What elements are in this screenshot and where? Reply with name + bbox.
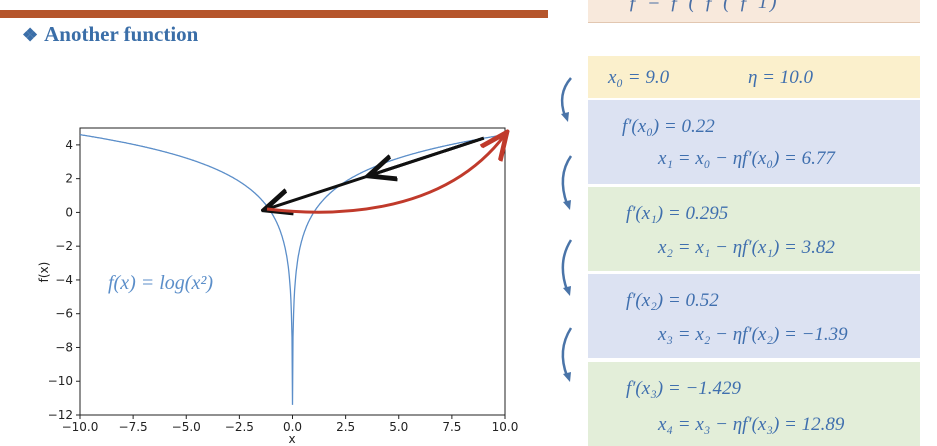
x-axis-label: x bbox=[288, 432, 295, 446]
slide-heading: ❖ Another function bbox=[22, 22, 198, 47]
x-tick-label: 0.0 bbox=[283, 420, 302, 434]
y-tick-label: −2 bbox=[55, 239, 73, 253]
y-tick-label: −12 bbox=[48, 408, 73, 422]
step-arrow-4-icon bbox=[561, 327, 573, 377]
x-tick-label: −2.5 bbox=[225, 420, 254, 434]
y-tick-label: −4 bbox=[55, 273, 73, 287]
step-1-gradient: f′(x₀) = 0.22 bbox=[622, 116, 715, 137]
descent-arrow-black-tail bbox=[444, 136, 485, 153]
step-4-gradient: f′(x₃) = −1.429 bbox=[626, 378, 742, 399]
step-4-update: x₄ = x₃ − ηf′(x₃) = 12.89 bbox=[658, 414, 845, 435]
init-eta: η = 10.0 bbox=[748, 67, 813, 88]
x-tick-label: 2.5 bbox=[336, 420, 355, 434]
step-1-update: x₁ = x₀ − ηf′(x₀) = 6.77 bbox=[658, 148, 835, 169]
step-box-4: f′(x₃) = −1.429 x₄ = x₃ − ηf′(x₃) = 12.8… bbox=[588, 362, 920, 446]
x-tick-label: 5.0 bbox=[389, 420, 408, 434]
x-tick-label: 7.5 bbox=[442, 420, 461, 434]
y-tick-label: −10 bbox=[48, 374, 73, 388]
x-tick-label: −7.5 bbox=[119, 420, 148, 434]
step-arrows bbox=[560, 77, 573, 382]
step-3-gradient: f′(x₂) = 0.52 bbox=[626, 290, 719, 311]
init-box: x₀ = 9.0 η = 10.0 bbox=[588, 56, 920, 98]
x-tick-label: −10.0 bbox=[62, 420, 99, 434]
slide-heading-text: Another function bbox=[44, 22, 199, 46]
step-box-1: f′(x₀) = 0.22 x₁ = x₀ − ηf′(x₀) = 6.77 bbox=[588, 100, 920, 184]
y-axis-label: f(x) bbox=[37, 262, 51, 283]
init-x0: x₀ = 9.0 bbox=[608, 67, 670, 88]
x-tick-label: −5.0 bbox=[172, 420, 201, 434]
y-tick-label: −8 bbox=[55, 340, 73, 354]
y-tick-label: 4 bbox=[65, 138, 73, 152]
step-arrow-3-icon bbox=[561, 239, 573, 291]
function-plot: −10.0 −7.5 −5.0 −2.5 0.0 2.5 5.0 7.5 10.0 4 2 0 −2 −… bbox=[37, 127, 519, 446]
overshoot-arrow-red bbox=[266, 135, 505, 214]
x-tick-label: 10.0 bbox=[492, 420, 519, 434]
step-arrow-2-icon bbox=[561, 155, 573, 205]
diamond-bullet-icon: ❖ bbox=[22, 25, 39, 45]
step-2-update: x₂ = x₁ − ηf′(x₁) = 3.82 bbox=[658, 237, 835, 258]
function-annotation: f(x) = log(x²) bbox=[108, 272, 213, 294]
y-tick-label: −6 bbox=[55, 307, 73, 321]
title-accent-bar bbox=[0, 10, 548, 18]
log-curve-line bbox=[79, 134, 506, 405]
step-arrow-1-icon bbox=[560, 77, 572, 117]
partial-formula-text: ƒ = ƒ ( ƒ ( ƒ 1) bbox=[628, 0, 779, 13]
y-tick-label: 2 bbox=[65, 172, 73, 186]
step-3-update: x₃ = x₂ − ηf′(x₂) = −1.39 bbox=[658, 324, 848, 345]
y-tick-label: 0 bbox=[65, 205, 73, 219]
step-2-gradient: f′(x₁) = 0.295 bbox=[626, 203, 729, 224]
step-box-3: f′(x₂) = 0.52 x₃ = x₂ − ηf′(x₂) = −1.39 bbox=[588, 274, 920, 358]
partial-formula-box: ƒ = ƒ ( ƒ ( ƒ 1) bbox=[588, 0, 920, 23]
step-box-2: f′(x₁) = 0.295 x₂ = x₁ − ηf′(x₁) = 3.82 bbox=[588, 187, 920, 271]
